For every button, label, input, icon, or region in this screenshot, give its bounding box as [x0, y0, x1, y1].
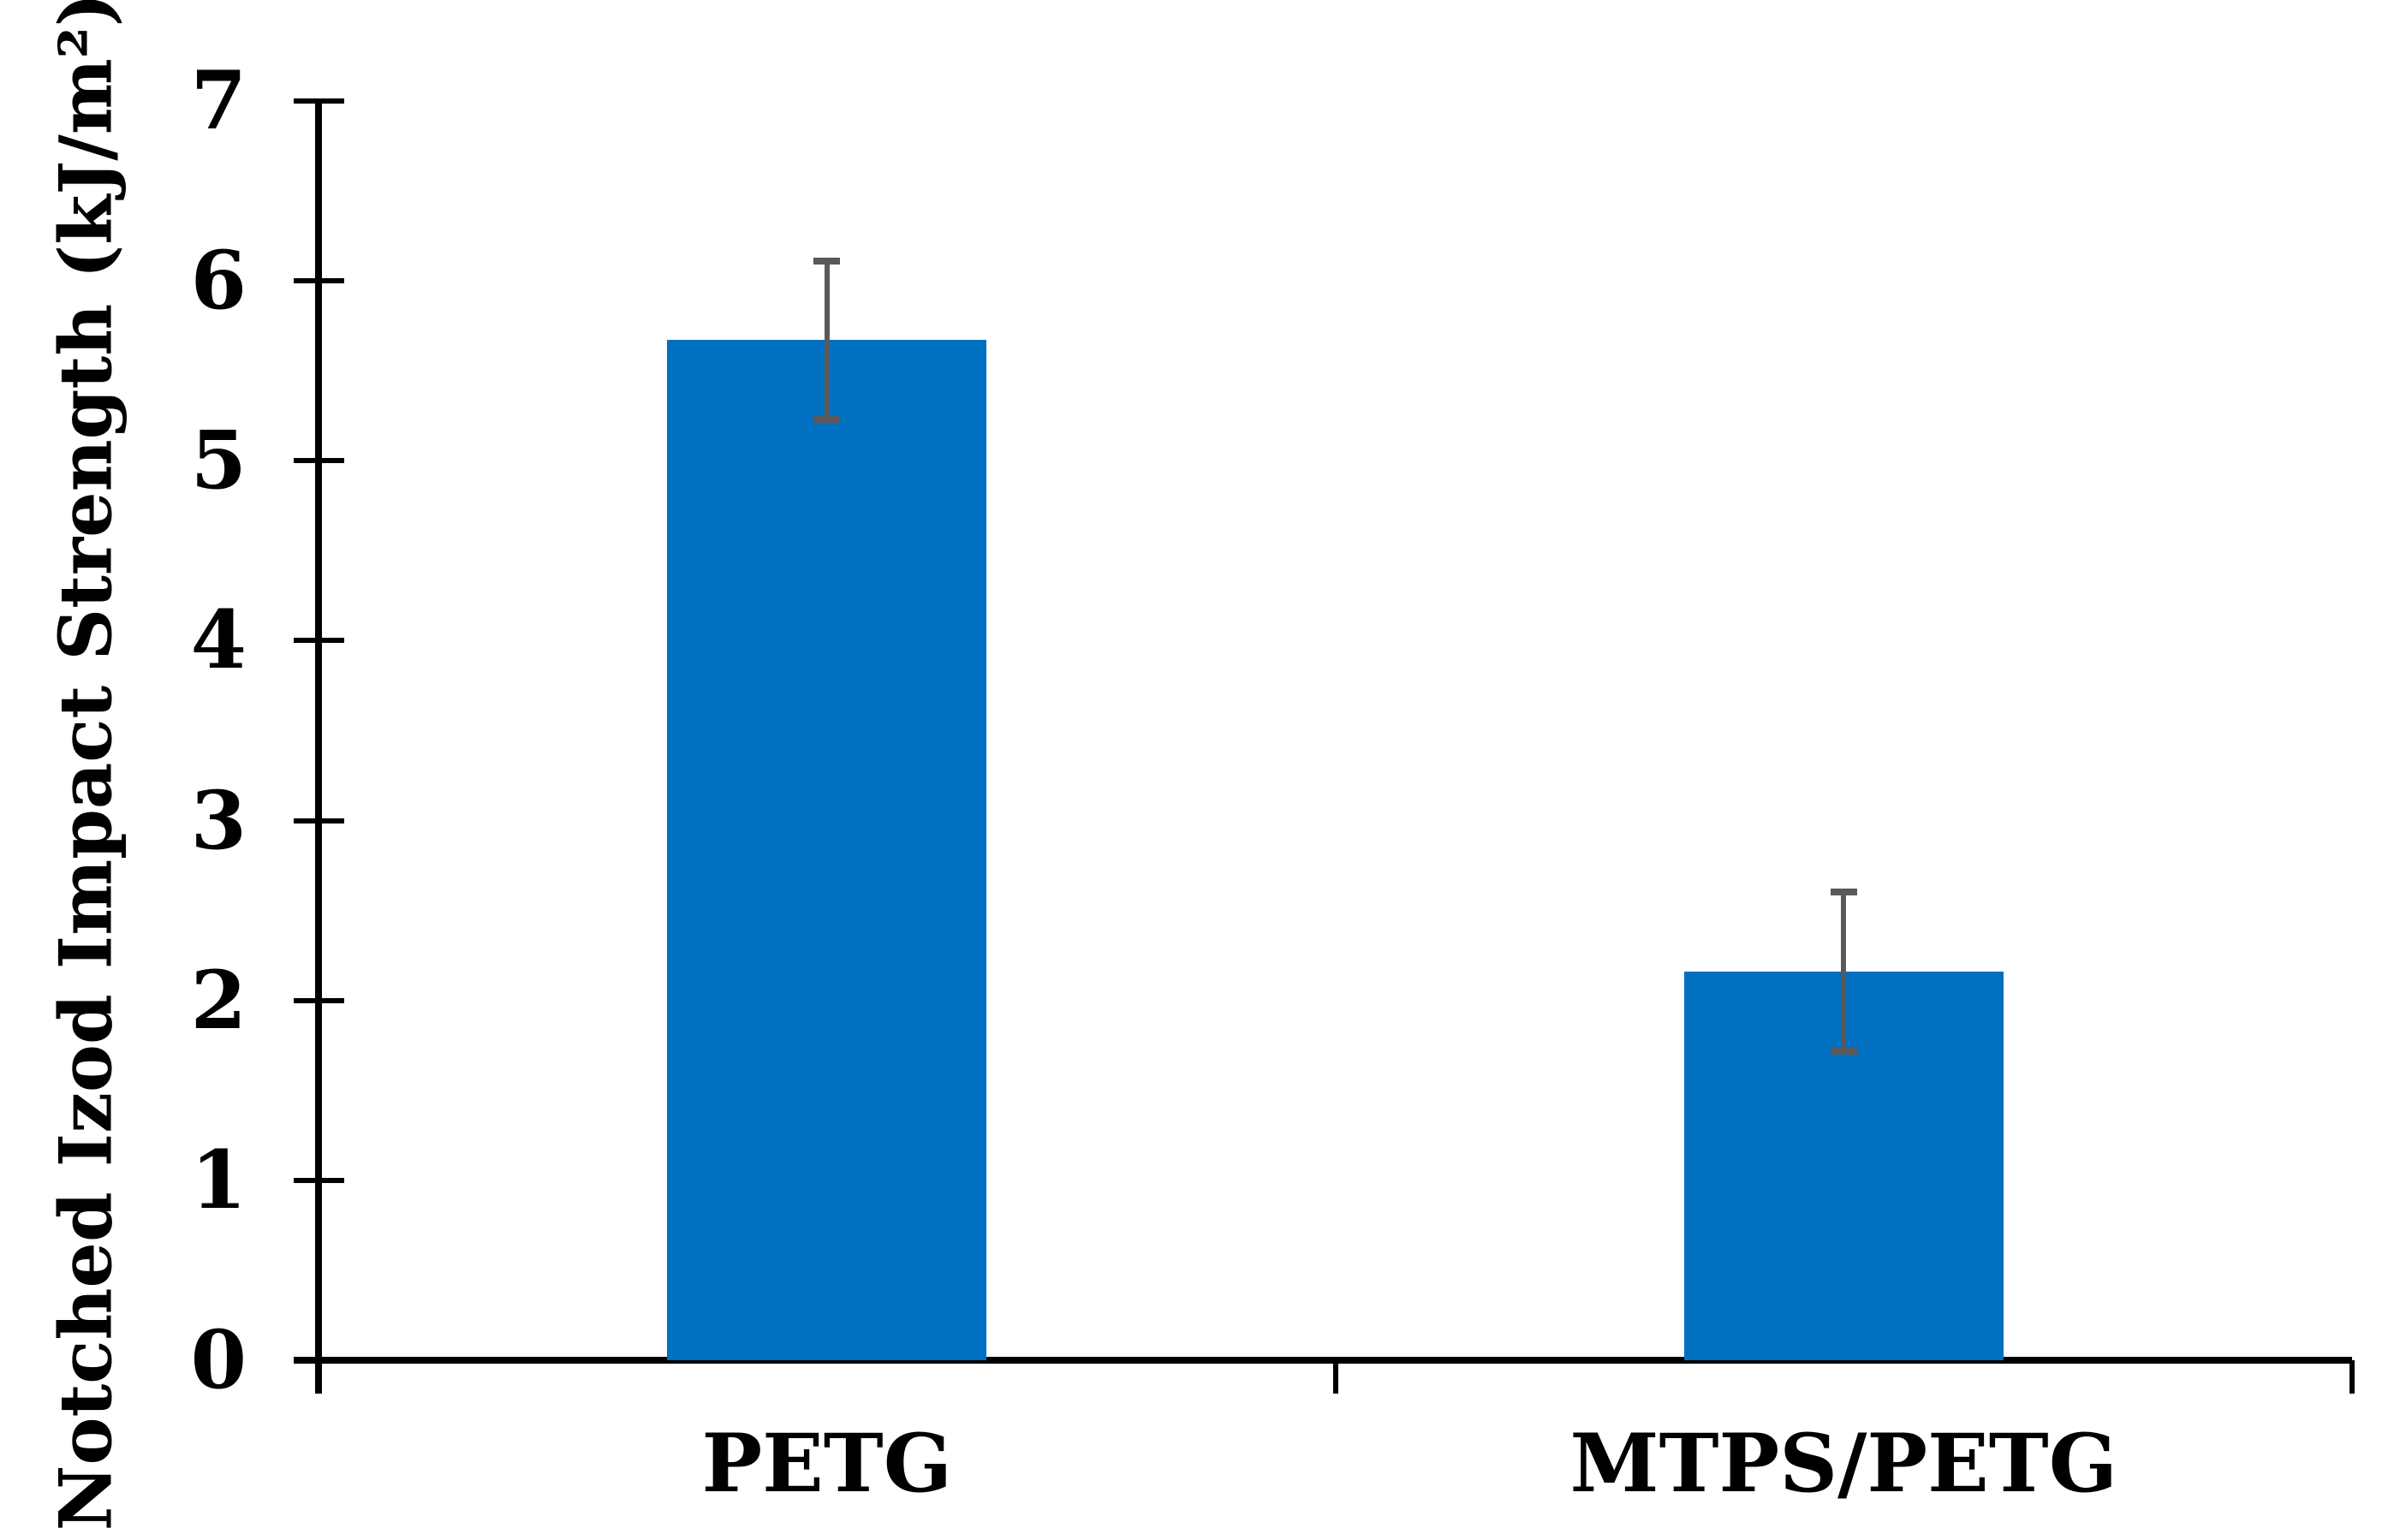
error-bar-cap [1830, 889, 1857, 896]
x-axis-line [294, 1357, 2352, 1364]
error-bar-cap [813, 257, 841, 265]
error-bar-cap [813, 416, 841, 424]
y-tick-label: 2 [190, 953, 247, 1048]
y-tick-label: 6 [190, 234, 247, 329]
y-tick-label: 7 [190, 54, 247, 148]
x-category-label: PETG [701, 1417, 953, 1511]
error-bar-cap [1830, 1047, 1857, 1055]
x-category-label: MTPS/PETG [1569, 1417, 2117, 1511]
y-tick [294, 458, 344, 464]
y-tick [294, 997, 344, 1003]
y-tick [294, 638, 344, 644]
error-bar-line [824, 257, 830, 424]
y-tick-label: 5 [190, 413, 247, 508]
y-tick-label: 3 [190, 773, 247, 868]
y-tick [294, 278, 344, 284]
y-tick-label: 4 [190, 593, 247, 688]
x-tick [316, 1360, 321, 1394]
bar [667, 340, 987, 1360]
y-axis-line [315, 101, 322, 1394]
error-bar-line [1841, 889, 1847, 1055]
x-tick [1332, 1360, 1338, 1394]
y-tick-label: 0 [190, 1313, 247, 1407]
y-tick [294, 98, 344, 104]
y-tick-label: 1 [190, 1133, 247, 1228]
y-tick [294, 1177, 344, 1183]
y-tick [294, 818, 344, 824]
x-tick [2349, 1360, 2355, 1394]
